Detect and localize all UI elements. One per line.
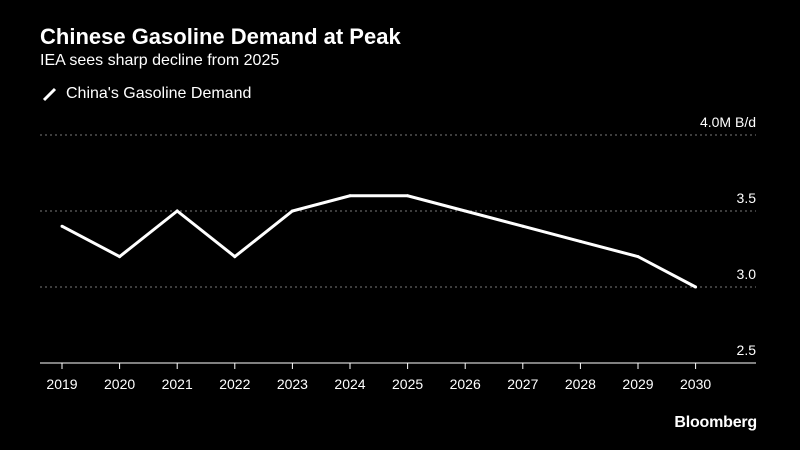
series-layer: [60, 194, 698, 289]
x-tick-label: 2022: [219, 376, 250, 392]
legend-label: China's Gasoline Demand: [66, 85, 252, 102]
x-tick-label: 2024: [334, 376, 365, 392]
chart-title: Chinese Gasoline Demand at Peak: [40, 24, 401, 49]
data-point: [348, 194, 352, 198]
data-point: [463, 209, 467, 213]
x-axis-labels: 2019 2020 2021 2022 2023 2024 2025 2026 2027 2028…: [46, 376, 711, 392]
data-point: [636, 255, 640, 259]
data-point: [233, 255, 237, 259]
x-tick-label: 2029: [622, 376, 653, 392]
series-line: [61, 194, 697, 289]
data-point: [521, 224, 525, 228]
source-label: Bloomberg: [674, 414, 757, 431]
x-axis: [40, 362, 756, 369]
x-tick-label: 2027: [507, 376, 538, 392]
data-point: [60, 224, 64, 228]
x-tick-label: 2026: [450, 376, 481, 392]
chart-subtitle: IEA sees sharp decline from 2025: [40, 52, 280, 69]
y-tick-label: 2.5: [737, 342, 757, 358]
x-tick-label: 2020: [104, 376, 135, 392]
data-point: [118, 255, 122, 259]
data-point: [578, 239, 582, 243]
y-axis-labels: 4.0M B/d 3.5 3.0 2.5: [700, 114, 756, 358]
data-point: [694, 285, 698, 289]
x-tick-label: 2019: [46, 376, 77, 392]
data-point: [175, 209, 179, 213]
x-tick-label: 2021: [162, 376, 193, 392]
y-tick-label: 3.5: [737, 190, 757, 206]
y-tick-label: 4.0M B/d: [700, 114, 756, 130]
x-tick-label: 2030: [680, 376, 711, 392]
legend-line-icon: [42, 87, 57, 102]
y-tick-label: 3.0: [737, 266, 757, 282]
legend: China's Gasoline Demand: [40, 84, 251, 104]
x-tick-label: 2028: [565, 376, 596, 392]
data-point: [406, 194, 410, 198]
gridlines: [40, 134, 756, 288]
x-tick-label: 2025: [392, 376, 423, 392]
data-point: [290, 209, 294, 213]
x-tick-label: 2023: [277, 376, 308, 392]
